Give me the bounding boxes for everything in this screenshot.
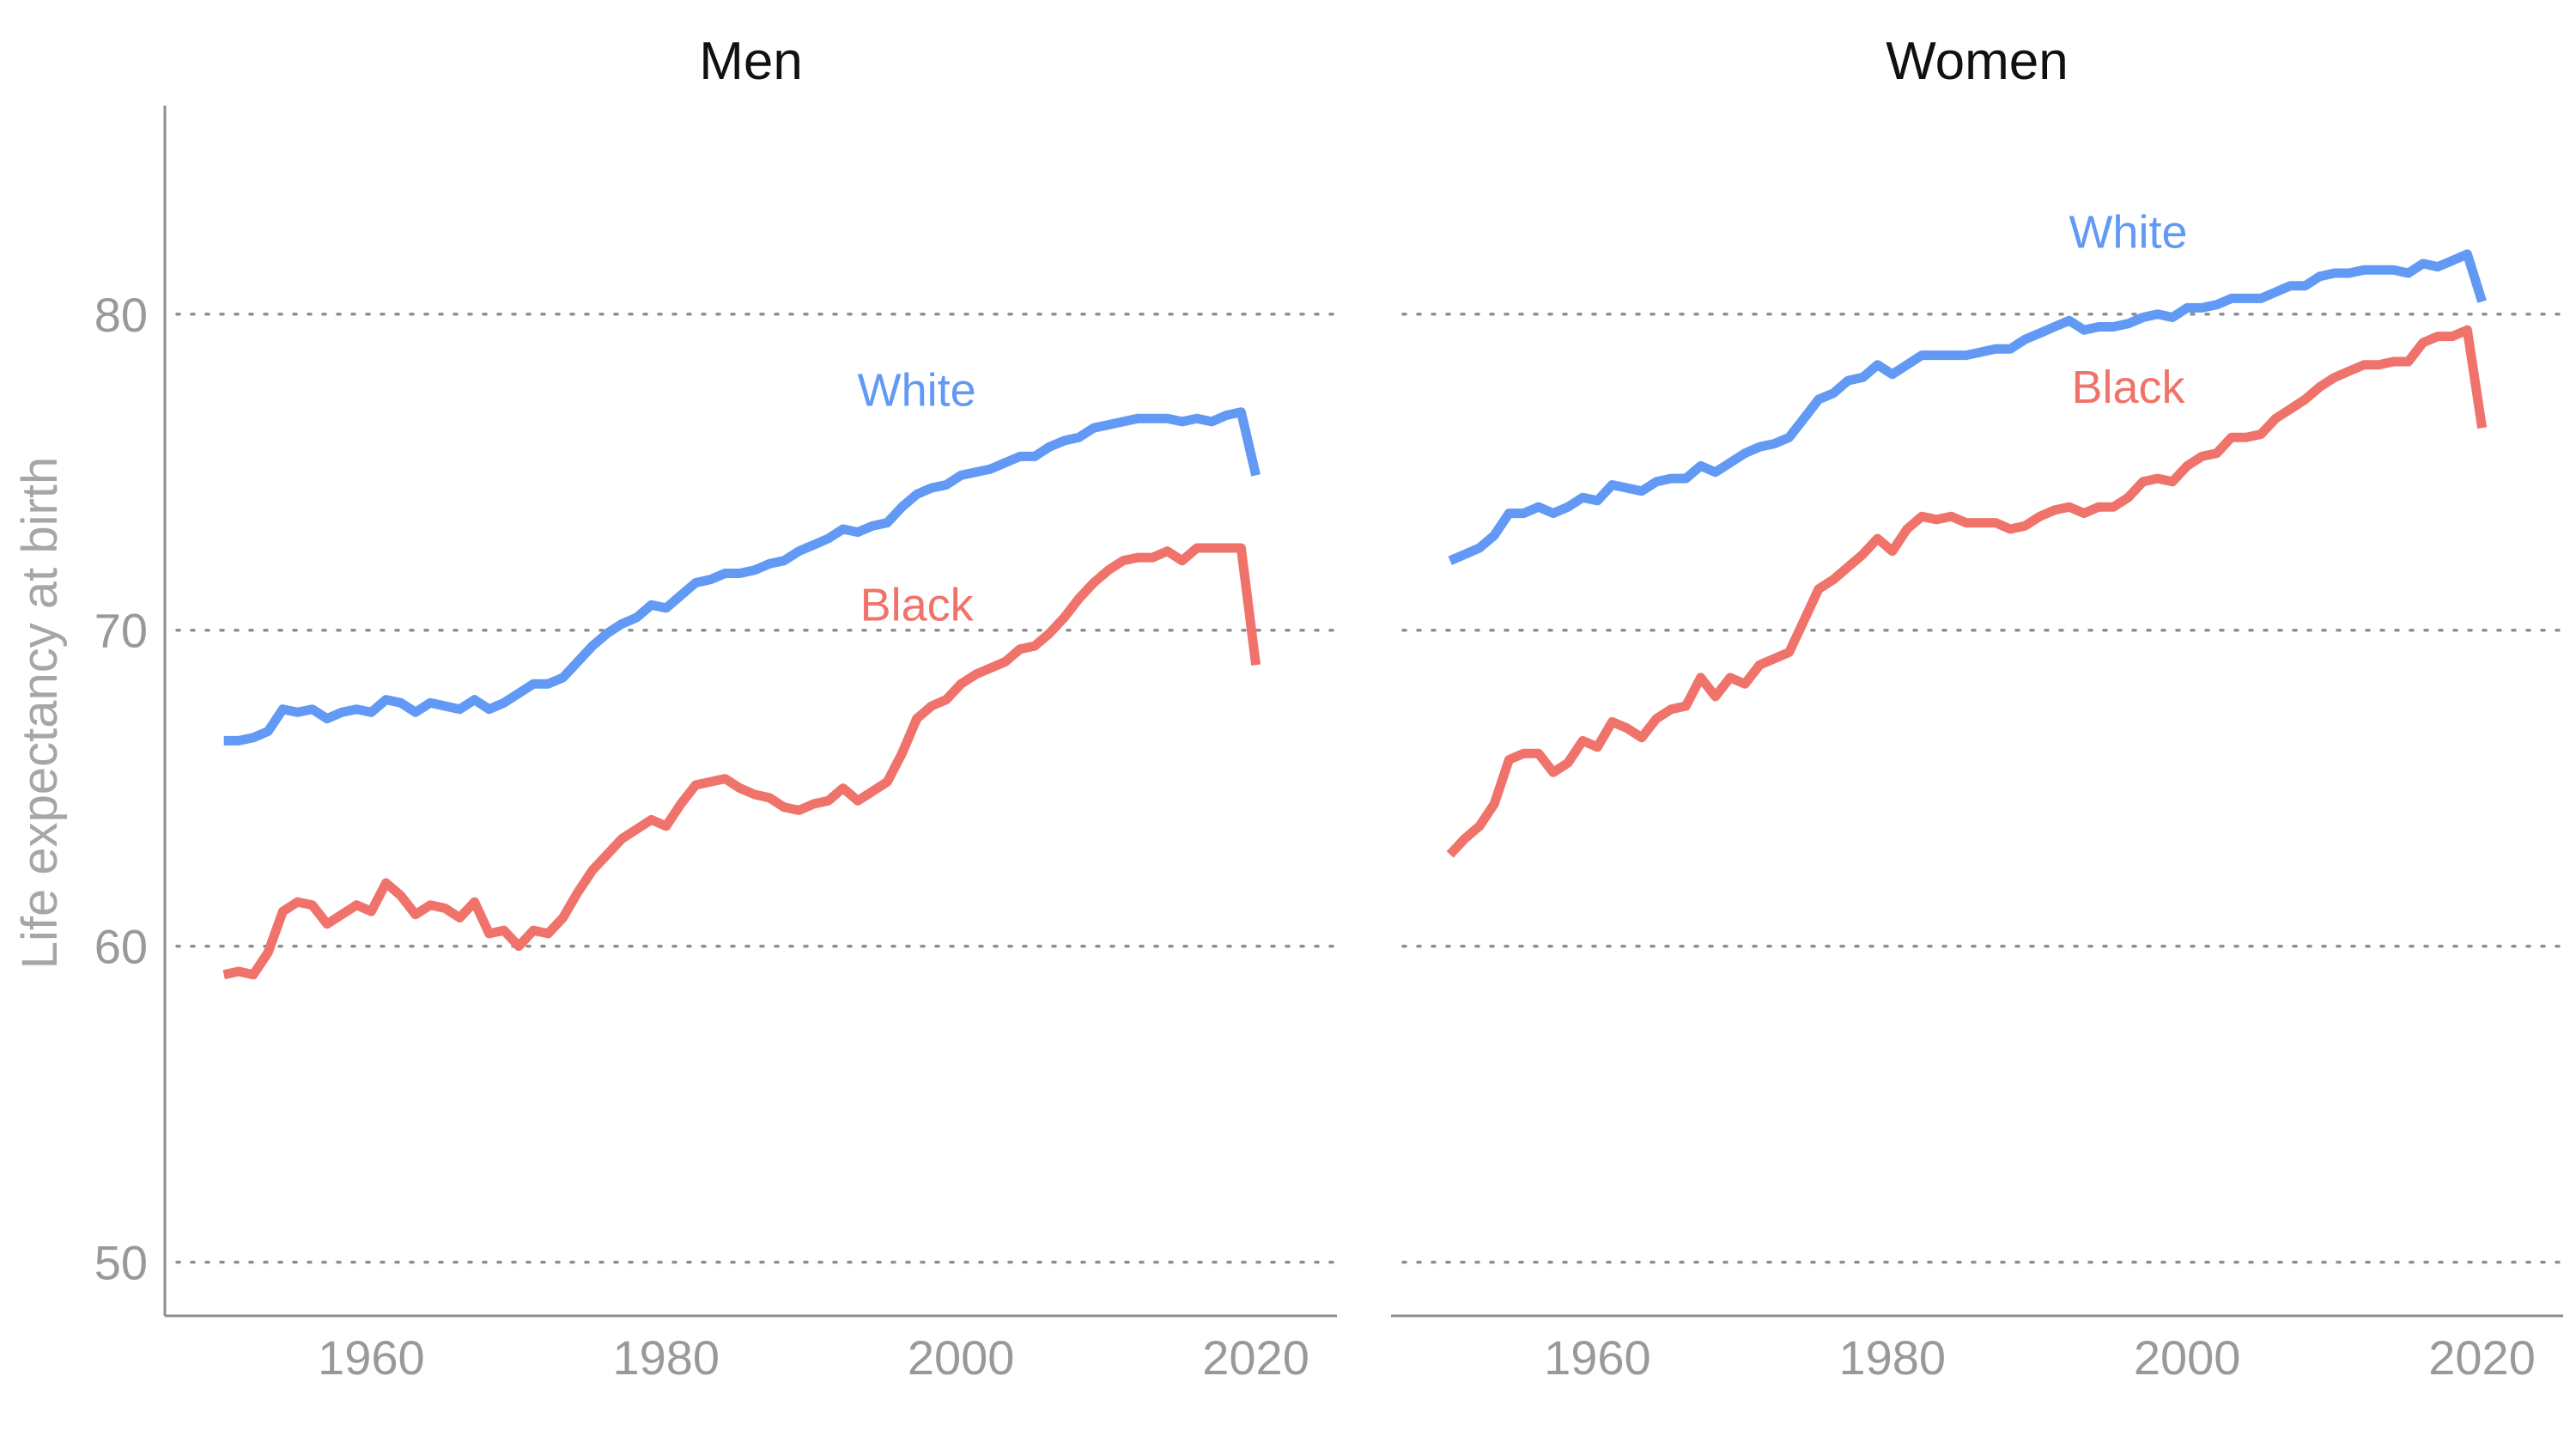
y-axis-label: Life expectancy at birth xyxy=(12,457,68,969)
x-tick-label: 1980 xyxy=(612,1330,720,1385)
facet-women: Women 1960 1980 2000 2020 White Black xyxy=(1391,32,2565,1385)
x-tick-label: 2000 xyxy=(2134,1330,2241,1385)
facet-title-men: Men xyxy=(699,32,803,91)
y-tick-label: 60 xyxy=(94,920,148,974)
series-line-white xyxy=(223,407,1261,746)
series-label-black: Black xyxy=(2071,362,2185,413)
series-label-white: White xyxy=(2069,207,2187,259)
x-tick-label: 2020 xyxy=(2428,1330,2536,1385)
series-line-white xyxy=(1448,249,2487,565)
facet-title-women: Women xyxy=(1886,32,2069,91)
facet-men: Men 50 60 70 80 1960 1980 2000 2020 White Black xyxy=(94,32,1339,1385)
y-tick-label: 50 xyxy=(94,1235,148,1289)
series-label-white: White xyxy=(858,364,976,416)
x-tick-label: 1960 xyxy=(318,1330,425,1385)
y-tick-label: 80 xyxy=(94,288,148,342)
series-label-black: Black xyxy=(860,580,975,631)
x-tick-label: 1980 xyxy=(1838,1330,1946,1385)
x-tick-label: 1960 xyxy=(1544,1330,1651,1385)
series-line-black xyxy=(1446,325,2488,858)
x-tick-label: 2020 xyxy=(1202,1330,1309,1385)
y-tick-label: 70 xyxy=(94,604,148,658)
x-tick-label: 2000 xyxy=(908,1330,1015,1385)
series-line-black xyxy=(222,543,1261,980)
